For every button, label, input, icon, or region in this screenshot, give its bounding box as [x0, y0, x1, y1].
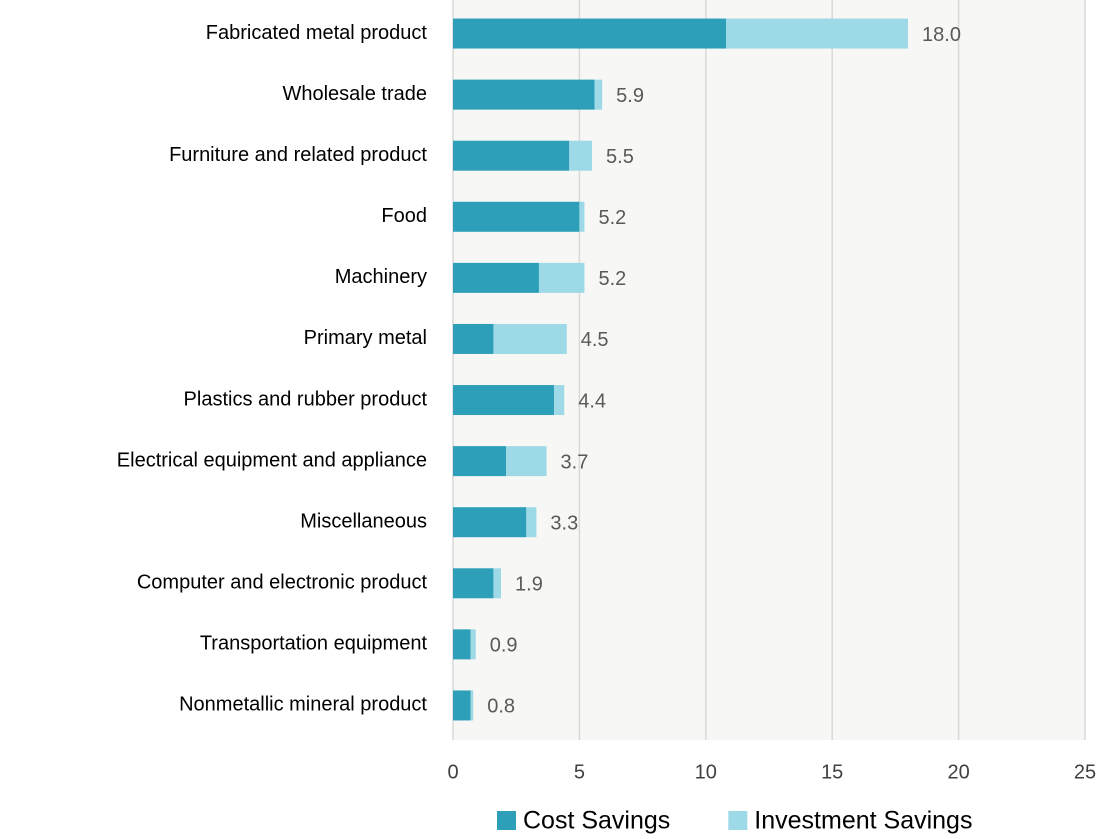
legend-swatch	[728, 811, 748, 830]
value-label: 1.9	[515, 574, 543, 596]
value-label: 5.5	[606, 146, 634, 168]
x-tick-label: 25	[1074, 761, 1096, 783]
bar-segment	[453, 385, 555, 416]
value-label: 4.5	[581, 329, 609, 351]
value-label: 18.0	[922, 24, 961, 46]
bar-segment	[526, 507, 537, 538]
legend-label: Investment Savings	[754, 807, 972, 835]
bar-segment	[493, 323, 567, 354]
value-label: 3.7	[561, 451, 589, 473]
bar-segment	[470, 629, 476, 660]
bar-segment	[453, 140, 570, 171]
y-tick-label: Food	[381, 205, 427, 227]
bar-segment	[493, 568, 502, 599]
bar-segment	[579, 201, 585, 232]
value-label: 4.4	[578, 390, 606, 412]
y-tick-label: Machinery	[335, 266, 427, 288]
y-tick-label: Miscellaneous	[300, 510, 427, 532]
bar-segment	[453, 323, 494, 354]
bar-segment	[453, 18, 727, 49]
bar-segment	[453, 629, 471, 660]
bar-segment	[453, 568, 494, 599]
x-tick-label: 5	[574, 761, 585, 783]
x-tick-label: 0	[447, 761, 458, 783]
x-tick-label: 15	[821, 761, 843, 783]
value-label: 5.2	[598, 207, 626, 229]
value-label: 0.8	[487, 696, 515, 718]
bar-segment	[470, 690, 474, 721]
legend-label: Cost Savings	[523, 807, 670, 835]
bar-segment	[569, 140, 593, 171]
bar-segment	[453, 690, 471, 721]
y-tick-label: Primary metal	[304, 327, 427, 349]
bar-segment	[506, 446, 547, 477]
bar-segment	[453, 262, 539, 293]
value-label: 3.3	[550, 512, 578, 534]
bar-segment	[594, 79, 603, 110]
x-tick-label: 10	[695, 761, 717, 783]
bar-segment	[554, 385, 565, 416]
plot-background	[453, 0, 1085, 740]
y-tick-label: Plastics and rubber product	[184, 388, 428, 410]
bar-segment	[538, 262, 585, 293]
value-label: 5.9	[616, 85, 644, 107]
bar-segment	[453, 507, 527, 538]
legend-swatch	[497, 811, 516, 830]
y-tick-label: Electrical equipment and appliance	[117, 449, 427, 471]
value-label: 0.9	[490, 635, 518, 657]
y-tick-label: Transportation equipment	[200, 633, 428, 655]
y-tick-label: Computer and electronic product	[137, 572, 428, 594]
bar-segment	[453, 201, 580, 232]
value-label: 5.2	[598, 268, 626, 290]
bar-segment	[453, 446, 507, 477]
x-tick-label: 20	[947, 761, 969, 783]
bar-segment	[726, 18, 909, 49]
y-tick-label: Wholesale trade	[282, 83, 427, 105]
y-tick-label: Fabricated metal product	[206, 22, 428, 44]
y-tick-label: Furniture and related product	[169, 144, 427, 166]
bar-segment	[453, 79, 595, 110]
y-tick-label: Nonmetallic mineral product	[179, 694, 427, 716]
